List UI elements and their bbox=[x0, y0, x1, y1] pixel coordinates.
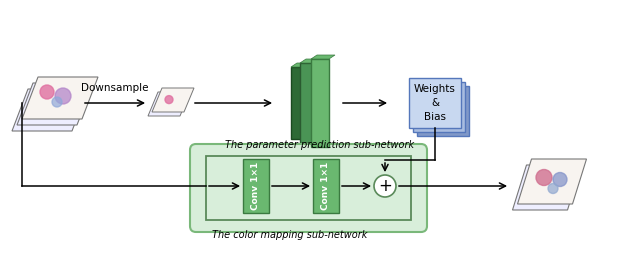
Circle shape bbox=[548, 183, 558, 194]
Text: Conv 1×1: Conv 1×1 bbox=[252, 162, 260, 210]
Circle shape bbox=[55, 88, 71, 104]
FancyBboxPatch shape bbox=[190, 144, 427, 232]
Polygon shape bbox=[311, 55, 335, 59]
Circle shape bbox=[165, 96, 173, 104]
Polygon shape bbox=[22, 77, 98, 119]
Text: Conv 1×1: Conv 1×1 bbox=[321, 162, 330, 210]
FancyBboxPatch shape bbox=[300, 63, 316, 143]
Text: +: + bbox=[378, 177, 392, 195]
FancyBboxPatch shape bbox=[311, 59, 329, 147]
Text: Downsample: Downsample bbox=[81, 83, 148, 93]
FancyBboxPatch shape bbox=[313, 159, 339, 213]
Polygon shape bbox=[12, 89, 88, 131]
Polygon shape bbox=[513, 165, 582, 210]
Polygon shape bbox=[152, 88, 194, 112]
Text: The parameter prediction sub-network: The parameter prediction sub-network bbox=[225, 140, 415, 150]
Circle shape bbox=[374, 175, 396, 197]
FancyBboxPatch shape bbox=[291, 67, 305, 139]
Text: The color mapping sub-network: The color mapping sub-network bbox=[212, 230, 368, 240]
Text: Weights
&
Bias: Weights & Bias bbox=[414, 84, 456, 122]
Polygon shape bbox=[148, 92, 190, 116]
Circle shape bbox=[40, 85, 54, 99]
FancyBboxPatch shape bbox=[417, 86, 469, 136]
FancyBboxPatch shape bbox=[243, 159, 269, 213]
FancyBboxPatch shape bbox=[409, 78, 461, 128]
Polygon shape bbox=[17, 83, 93, 125]
Polygon shape bbox=[518, 159, 586, 204]
Polygon shape bbox=[300, 59, 322, 63]
Circle shape bbox=[536, 170, 552, 186]
Circle shape bbox=[52, 97, 62, 107]
Polygon shape bbox=[291, 63, 311, 67]
Circle shape bbox=[553, 173, 567, 187]
FancyBboxPatch shape bbox=[413, 82, 465, 132]
